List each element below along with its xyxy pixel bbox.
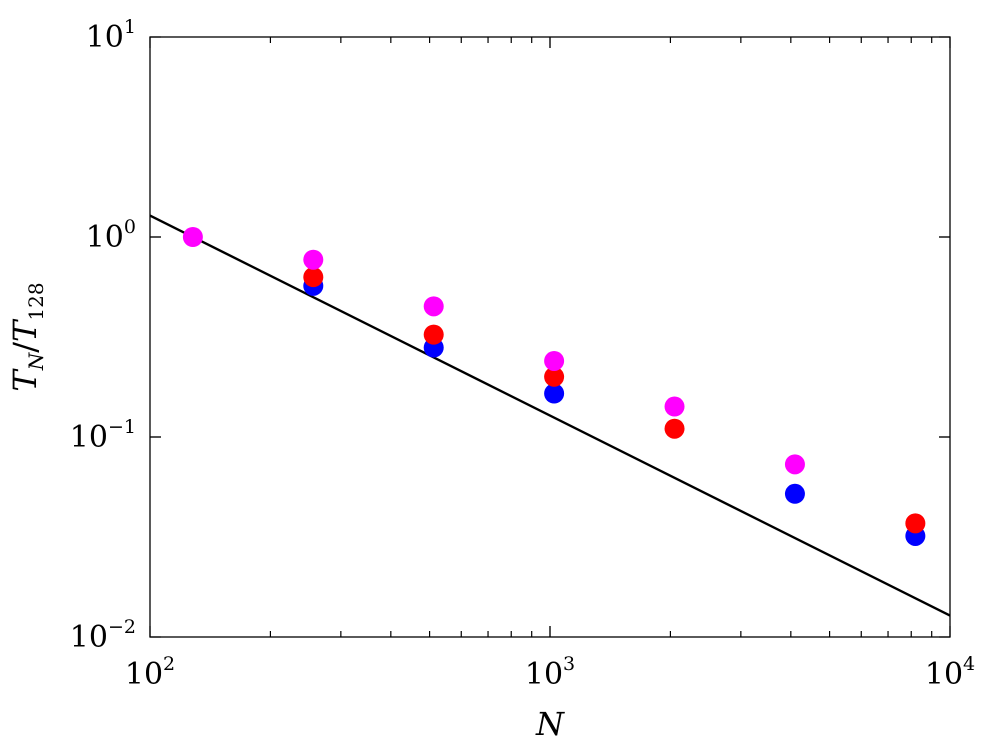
data-point-s1-4 [905,513,926,534]
data-point-s2-0 [182,227,203,247]
data-point-s2-2 [423,296,444,317]
y-axis-label-sub2: 128 [24,282,48,320]
y-tick-label: 10−1 [70,416,136,455]
reference-line [149,214,951,617]
data-point-s1-3 [664,418,685,439]
data-point-s1-1 [423,324,444,345]
tick-labels-layer: 102 103 104 10−2 10−1 100 101 [70,16,975,692]
data-point-s2-3 [544,350,565,371]
points-layer [182,227,926,546]
y-axis-label-main2: T [6,318,44,342]
data-point-s1-2 [544,366,565,387]
data-point-s2-1 [303,249,324,270]
y-tick-label: 100 [86,216,136,255]
plot-frame [149,36,951,638]
data-point-s2-5 [784,454,805,475]
ticks-layer [149,36,951,638]
data-point-s0-2 [544,383,565,404]
reference-line-layer [149,214,951,617]
data-point-s2-4 [664,396,685,417]
y-tick-label: 10−2 [70,616,136,655]
y-axis-label: TN/T128 [6,282,48,391]
x-axis-label: N [535,705,565,743]
x-tick-label: 104 [925,653,975,692]
y-tick-label: 101 [86,16,136,55]
y-axis-label-sep: / [6,342,44,353]
data-point-s0-3 [784,483,805,504]
data-point-s1-0 [303,267,324,288]
x-tick-label: 102 [125,653,175,692]
x-tick-label: 103 [525,653,575,692]
y-axis-label-sub1: N [24,351,48,371]
y-axis-label-main: T [6,368,44,392]
